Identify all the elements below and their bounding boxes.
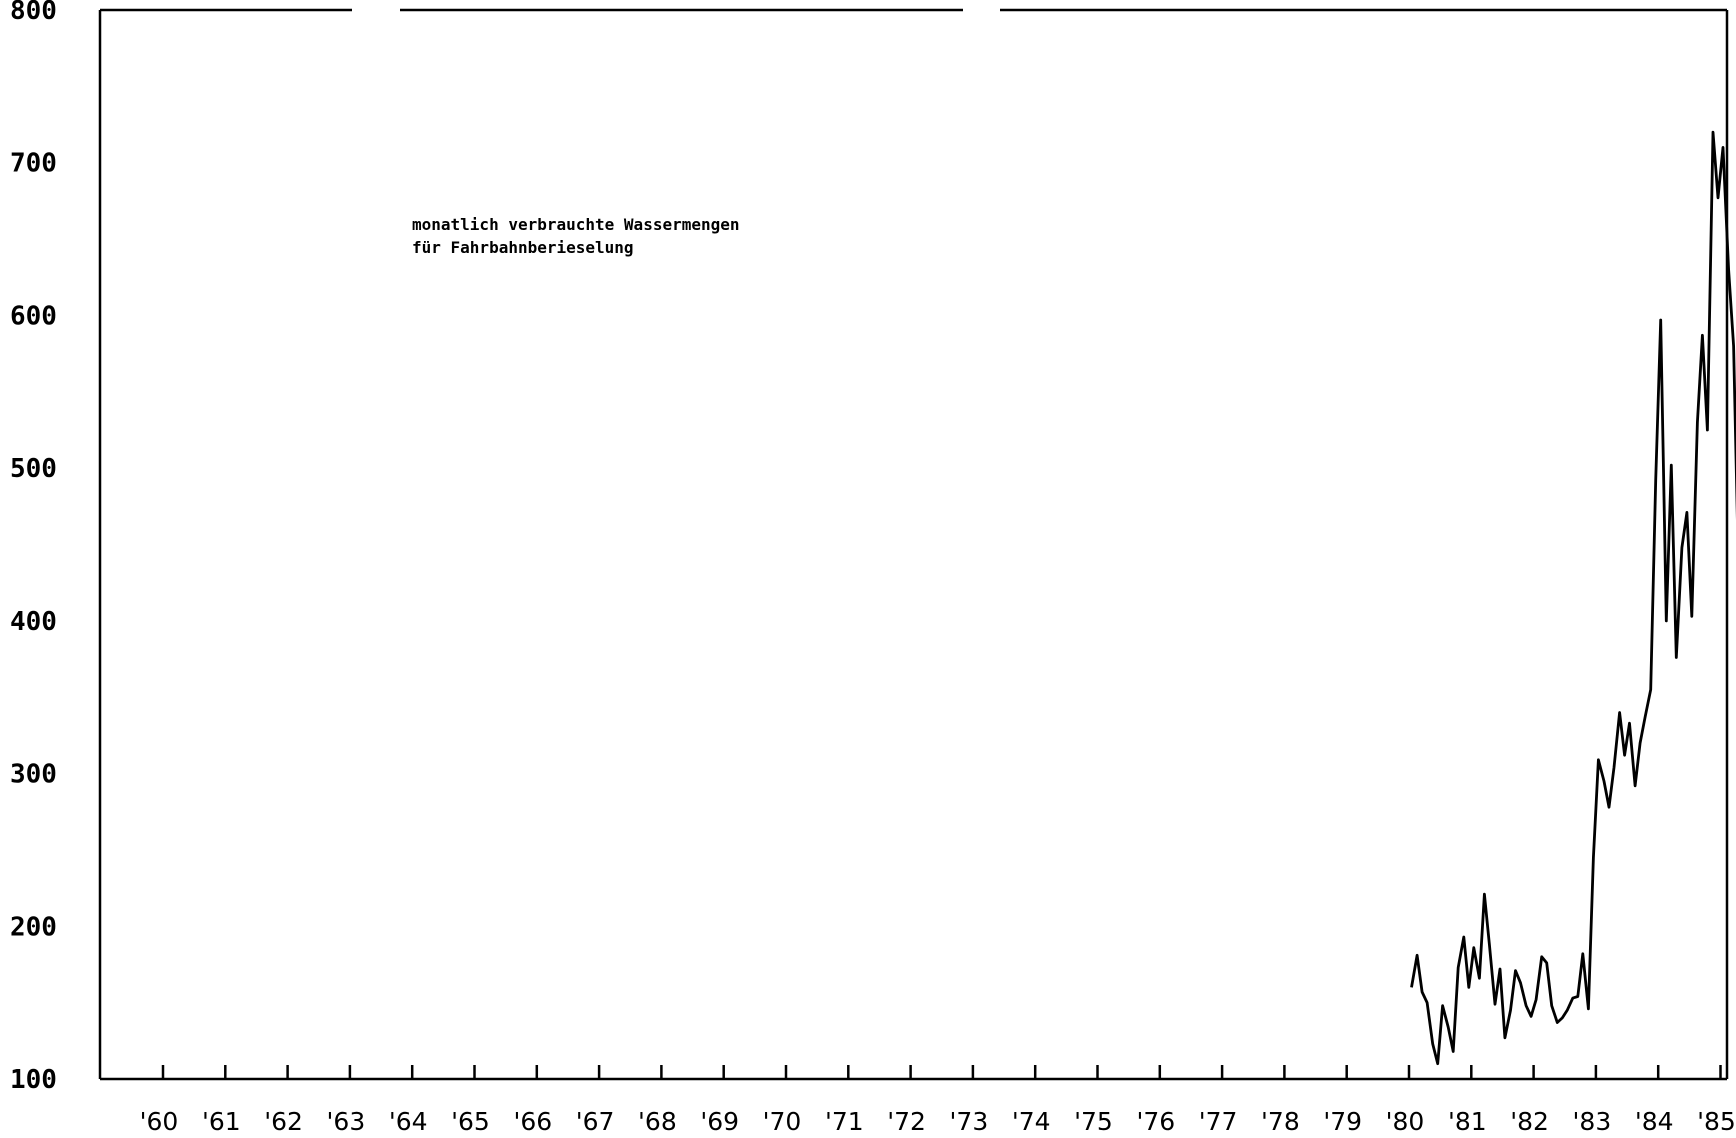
y-tick-label: 600 [10,301,57,331]
x-tick-label: '74 [1012,1107,1051,1136]
x-tick-label: '83 [1573,1107,1612,1136]
x-tick-label: '77 [1199,1107,1238,1136]
y-tick-label: 800 [10,0,57,26]
y-tick-label: 400 [10,607,57,637]
plot-frame [98,8,1729,1081]
x-tick-label: '61 [202,1107,241,1136]
x-tick-label: '60 [140,1107,179,1136]
x-tick-label: '73 [950,1107,989,1136]
y-tick-label: 500 [10,454,57,484]
x-tick-label: '79 [1323,1107,1362,1136]
annotation-line-1: monatlich verbrauchte Wassermengen [412,215,740,234]
y-tick-label: 200 [10,912,57,942]
x-tick-label: '67 [576,1107,615,1136]
x-tick-label: '75 [1074,1107,1113,1136]
x-tick-label: '85 [1697,1107,1736,1136]
x-tick-label: '80 [1386,1107,1425,1136]
x-tick-label: '84 [1635,1107,1674,1136]
x-tick-label: '81 [1448,1107,1487,1136]
x-axis: '60 '61 '62 '63 '64 '65 '66 '67 '68 '69 '70 '71 '72 '… [140,1065,1736,1136]
x-tick-label: '76 [1136,1107,1175,1136]
y-tick-label: 100 [10,1065,57,1095]
annotation-line-2: für Fahrbahnberieselung [412,238,634,257]
x-tick-label: '68 [638,1107,677,1136]
x-tick-label: '62 [264,1107,303,1136]
series-layer [1410,130,1736,1066]
x-tick-label: '70 [763,1107,802,1136]
x-tick-label: '65 [451,1107,490,1136]
x-tick-label: '63 [327,1107,366,1136]
series-line [1410,130,1736,1066]
x-tick-label: '69 [700,1107,739,1136]
x-tick-label: '72 [887,1107,926,1136]
x-tick-label: '66 [513,1107,552,1136]
x-tick-label: '71 [825,1107,864,1136]
x-tick-label: '78 [1261,1107,1300,1136]
x-tick-label: '82 [1510,1107,1549,1136]
y-axis: 100 200 300 400 500 600 700 800 [10,0,57,1095]
x-tick-label: '64 [389,1107,428,1136]
y-tick-label: 300 [10,760,57,790]
y-tick-label: 700 [10,149,57,179]
